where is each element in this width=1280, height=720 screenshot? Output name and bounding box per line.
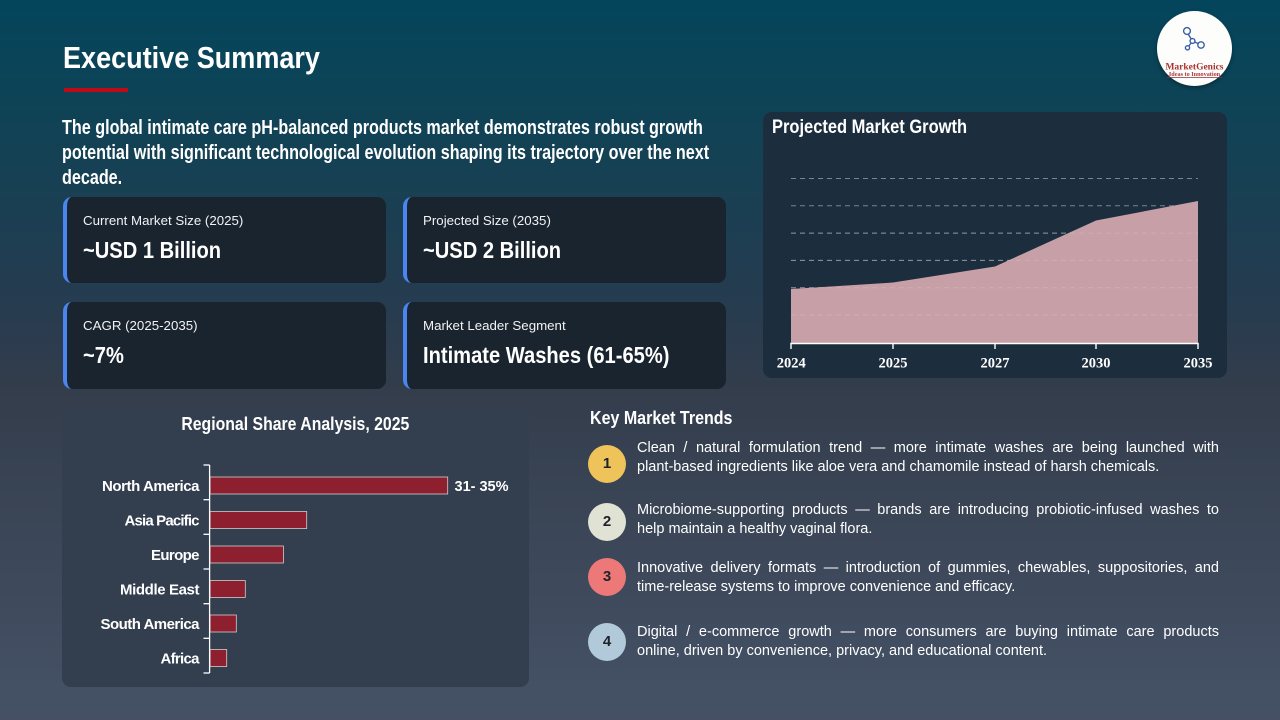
- svg-text:Middle East: Middle East: [120, 581, 200, 598]
- svg-text:MarketGenics: MarketGenics: [1165, 63, 1223, 73]
- svg-text:North America: North America: [102, 478, 200, 495]
- svg-text:Europe: Europe: [151, 547, 200, 564]
- svg-text:South America: South America: [101, 616, 201, 633]
- svg-text:Asia Pacific: Asia Pacific: [125, 512, 200, 529]
- svg-text:2035: 2035: [1184, 355, 1213, 371]
- svg-text:2030: 2030: [1082, 355, 1111, 371]
- svg-text:31- 35%: 31- 35%: [455, 479, 509, 495]
- svg-text:Africa: Africa: [161, 650, 201, 667]
- svg-text:2025: 2025: [879, 355, 908, 371]
- svg-text:Ideas to Innovation: Ideas to Innovation: [1169, 71, 1221, 78]
- svg-text:2024: 2024: [777, 355, 806, 371]
- svg-text:2027: 2027: [981, 355, 1010, 371]
